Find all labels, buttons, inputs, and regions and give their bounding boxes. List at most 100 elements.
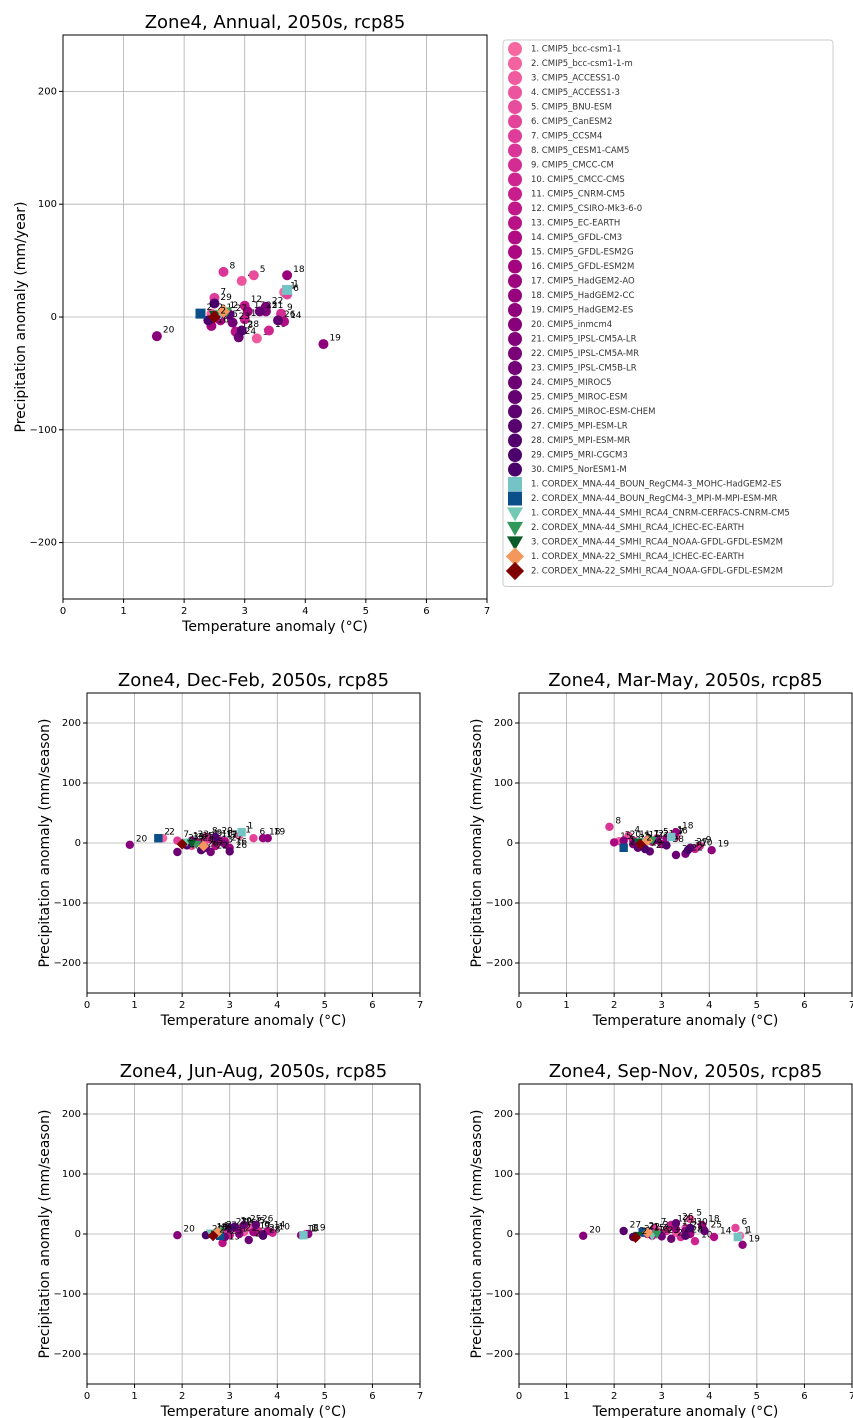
point-label: 28 [692, 1225, 704, 1235]
x-axis-label: Temperature anomaly (°C) [181, 619, 368, 635]
x-tick-label: 3 [227, 1391, 233, 1402]
data-point [667, 832, 676, 842]
legend-label: 13. CMIP5_EC-EARTH [531, 219, 620, 229]
point-label: 2 [630, 837, 636, 847]
point-label: 2 [188, 834, 194, 844]
data-point [683, 846, 693, 855]
point-label: 1 [217, 1222, 223, 1232]
x-tick-label: 6 [369, 1000, 375, 1011]
legend-marker [508, 346, 522, 361]
point-label: 2 [233, 301, 239, 311]
y-tick-label: 0 [75, 1229, 81, 1240]
point-label: 27 [236, 1218, 247, 1228]
data-point [609, 838, 619, 847]
legend-marker [508, 477, 522, 491]
y-tick-label: −200 [54, 1349, 81, 1360]
legend-marker [508, 303, 522, 317]
point-label: 3 [198, 833, 204, 843]
point-label: 14 [274, 1221, 286, 1231]
y-tick-label: −200 [486, 1349, 513, 1360]
data-point [630, 1232, 642, 1244]
point-label: 1 [224, 1222, 230, 1232]
legend-label: 1. CORDEX_MNA-22_SMHI_RCA4_ICHEC-EC-EART… [531, 552, 744, 562]
data-point [154, 834, 163, 843]
point-label: 10 [279, 1222, 291, 1232]
data-point [619, 1226, 628, 1236]
data-point [230, 1222, 239, 1232]
x-axis-label: Temperature anomaly (°C) [592, 1404, 779, 1418]
point-label: 2 [220, 307, 226, 317]
point-label: 6 [682, 827, 688, 837]
chart-title: Zone4, Mar-May, 2050s, rcp85 [548, 670, 823, 691]
point-label: 2 [646, 834, 652, 844]
legend-label: 2. CORDEX_MNA-44_BOUN_RegCM4-3_MPI-M-MPI… [531, 494, 778, 504]
legend-label: 3. CMIP5_ACCESS1-0 [531, 74, 620, 84]
legend-label: 17. CMIP5_HadGEM2-AO [531, 277, 635, 287]
x-axis-label: Temperature anomaly (°C) [592, 1013, 779, 1029]
data-point [220, 840, 230, 849]
point-label: 21 [692, 1221, 703, 1231]
point-label: 22 [272, 296, 283, 306]
data-point [263, 325, 274, 336]
legend-label: 24. CMIP5_MIROC5 [531, 378, 612, 388]
data-point [731, 1223, 740, 1233]
point-label: 25 [656, 841, 667, 851]
legend-label: 2. CORDEX_MNA-44_SMHI_RCA4_ICHEC-EC-EART… [531, 523, 744, 533]
y-tick-label: 200 [62, 718, 81, 729]
data-point [282, 270, 293, 281]
chart-title: Zone4, Annual, 2050s, rcp85 [145, 12, 406, 33]
point-label: 15 [202, 831, 213, 841]
x-tick-label: 1 [563, 1391, 569, 1402]
data-point [251, 1220, 261, 1230]
point-label: 10 [221, 830, 233, 840]
legend-label: 9. CMIP5_CMCC-CM [531, 161, 614, 171]
legend-label: 6. CMIP5_CanESM2 [531, 117, 612, 127]
point-label: 1 [309, 1225, 315, 1235]
point-label: 15 [620, 832, 631, 842]
point-label: 3 [221, 1224, 227, 1234]
data-point [218, 266, 229, 277]
y-tick-label: 0 [51, 312, 57, 323]
data-point [652, 1230, 662, 1240]
data-point [176, 838, 188, 850]
point-label: 13 [229, 1233, 240, 1243]
point-label: 21 [245, 1224, 256, 1234]
point-label: 18 [708, 1215, 720, 1225]
point-label: 1 [746, 1225, 752, 1235]
data-point [671, 850, 681, 860]
x-tick-label: 6 [423, 606, 429, 617]
point-label: 13 [242, 321, 253, 331]
point-label: 2 [663, 1224, 669, 1234]
point-label: 10 [701, 839, 713, 849]
legend-label: 23. CMIP5_IPSL-CM5B-LR [531, 364, 637, 374]
y-tick-label: 200 [494, 718, 513, 729]
x-tick-label: 3 [659, 1391, 665, 1402]
point-label: 1 [312, 1224, 318, 1234]
point-label: 25 [266, 301, 277, 311]
legend-marker [505, 547, 525, 566]
y-tick-label: 200 [62, 1109, 81, 1120]
point-label: 2 [169, 828, 175, 838]
legend-marker [508, 390, 522, 404]
legend-marker [508, 129, 522, 143]
data-point [237, 828, 246, 837]
legend-label: 19. CMIP5_HadGEM2-ES [531, 306, 633, 316]
legend-marker [508, 491, 522, 506]
point-label: 20 [183, 1225, 195, 1235]
point-label: 28 [248, 320, 260, 330]
legend-label: 14. CMIP5_GFDL-CM3 [531, 233, 622, 243]
chart-title: Zone4, Sep-Nov, 2050s, rcp85 [549, 1061, 823, 1082]
legend-marker [508, 143, 522, 158]
point-label: 22 [269, 1224, 280, 1234]
point-label: 5 [663, 828, 669, 838]
point-label: 17 [260, 1222, 271, 1232]
data-point [681, 1231, 690, 1241]
point-label: 28 [207, 840, 219, 850]
data-point [254, 306, 265, 317]
y-axis-label: Precipitation anomaly (mm/season) [37, 719, 53, 968]
legend-marker [508, 404, 522, 419]
y-tick-label: −100 [54, 1289, 81, 1300]
point-label: 23 [231, 1227, 242, 1237]
legend-label: 29. CMIP5_MRI-CGCM3 [531, 451, 628, 461]
legend-label: 4. CMIP5_ACCESS1-3 [531, 88, 620, 98]
